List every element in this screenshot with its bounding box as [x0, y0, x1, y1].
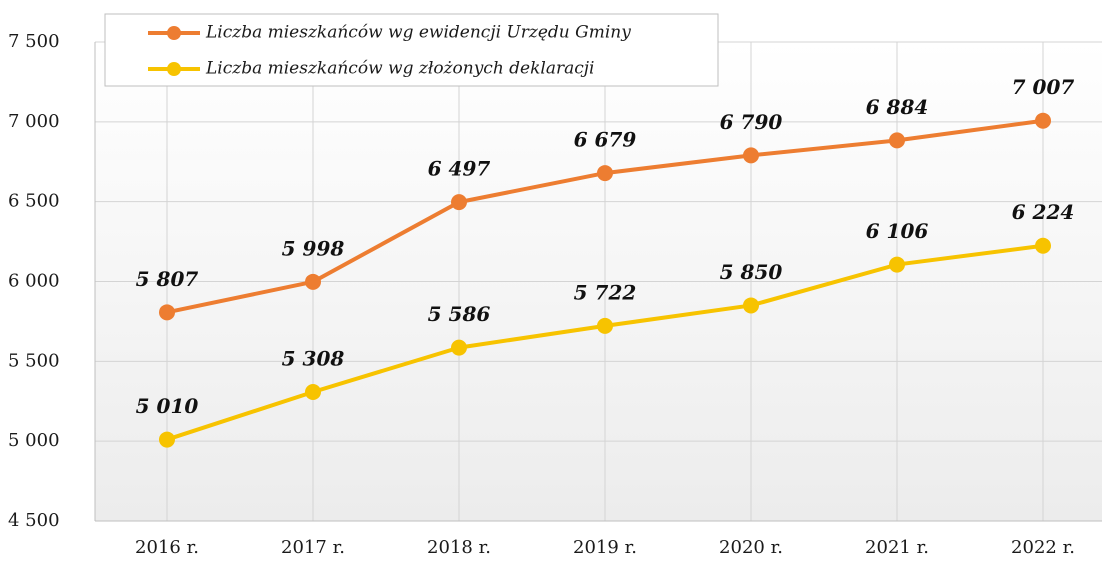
point [1035, 237, 1051, 254]
legend-label: Liczba mieszkańców wg złożonych deklarac… [205, 59, 595, 79]
point [597, 165, 613, 182]
data-label: 6 106 [866, 219, 929, 243]
legend-label: Liczba mieszkańców wg ewidencji Urzędu G… [205, 23, 631, 43]
point [1035, 112, 1051, 129]
x-tick-label: 2019 r. [573, 537, 637, 558]
y-tick-label: 4 500 [8, 510, 60, 531]
data-label: 5 807 [136, 267, 199, 291]
data-label: 5 010 [136, 394, 199, 418]
point [159, 431, 175, 448]
y-tick-label: 7 500 [8, 31, 60, 52]
x-tick-label: 2017 r. [281, 537, 345, 558]
point [305, 273, 321, 290]
point [889, 256, 905, 273]
legend-marker [167, 62, 181, 76]
data-label: 5 586 [428, 302, 491, 326]
x-tick-label: 2022 r. [1011, 537, 1075, 558]
point [597, 317, 613, 334]
y-tick-label: 5 000 [8, 430, 60, 451]
x-tick-label: 2021 r. [865, 537, 929, 558]
point [159, 304, 175, 321]
data-label: 7 007 [1012, 75, 1075, 99]
y-tick-label: 5 500 [8, 350, 60, 371]
data-label: 5 998 [282, 236, 345, 260]
data-label: 6 224 [1012, 200, 1075, 224]
point [451, 339, 467, 356]
data-label: 6 679 [574, 128, 637, 152]
x-tick-label: 2018 r. [427, 537, 491, 558]
point [889, 132, 905, 149]
x-tick-label: 2016 r. [135, 537, 199, 558]
data-label: 5 722 [574, 280, 637, 304]
data-label: 6 790 [720, 110, 783, 134]
point [305, 383, 321, 400]
data-label: 5 308 [282, 346, 345, 370]
data-label: 6 884 [866, 95, 929, 119]
legend-marker [167, 26, 181, 40]
data-label: 5 850 [720, 260, 783, 284]
y-tick-label: 6 500 [8, 191, 60, 212]
data-label: 6 497 [428, 157, 491, 181]
x-tick-label: 2020 r. [719, 537, 783, 558]
y-tick-label: 6 000 [8, 271, 60, 292]
point [451, 194, 467, 211]
y-tick-label: 7 000 [8, 111, 60, 132]
point [743, 147, 759, 164]
legend-box [104, 13, 719, 87]
point [743, 297, 759, 314]
